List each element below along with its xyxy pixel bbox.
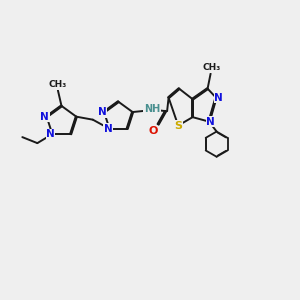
Text: N: N — [98, 107, 107, 117]
Text: O: O — [149, 126, 158, 136]
Text: N: N — [206, 117, 215, 127]
Text: N: N — [103, 124, 112, 134]
Text: CH₃: CH₃ — [203, 63, 221, 72]
Text: S: S — [174, 121, 182, 130]
Text: NH: NH — [144, 104, 160, 114]
Text: N: N — [214, 93, 223, 103]
Text: N: N — [46, 129, 55, 139]
Text: CH₃: CH₃ — [49, 80, 67, 89]
Text: N: N — [40, 112, 49, 122]
